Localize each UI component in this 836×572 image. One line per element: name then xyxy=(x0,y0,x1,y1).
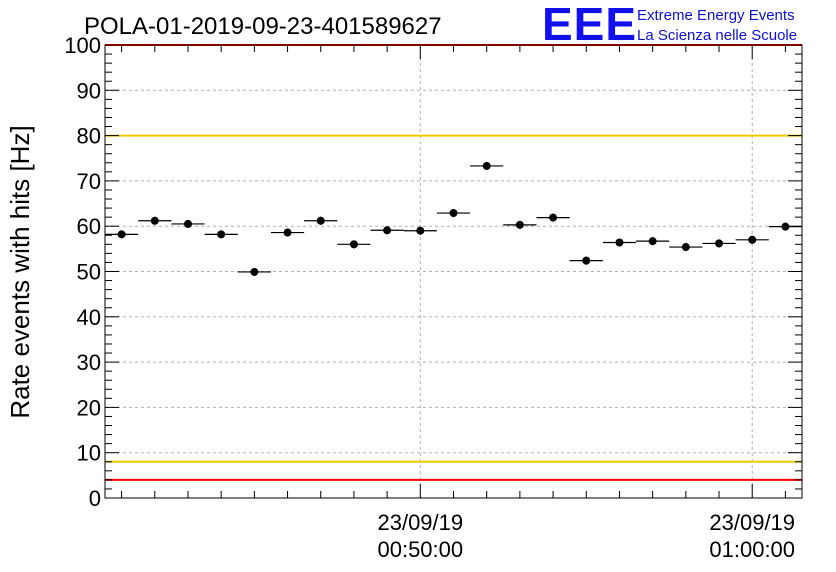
data-point xyxy=(337,240,371,249)
data-point xyxy=(636,237,670,246)
y-tick-label: 100 xyxy=(64,33,101,58)
data-point xyxy=(370,226,404,235)
axes: 010203040506070809010023/09/1900:50:0023… xyxy=(64,33,803,562)
data-point xyxy=(602,238,637,247)
eee-logo: EEE Extreme Energy Events La Scienza nel… xyxy=(542,0,797,50)
point-marker xyxy=(117,230,126,239)
data-point xyxy=(171,219,205,228)
data-point xyxy=(536,213,570,222)
point-marker xyxy=(416,226,425,235)
data-point xyxy=(105,230,139,239)
logo-line-1: Extreme Energy Events xyxy=(637,7,795,24)
point-marker xyxy=(316,216,325,225)
y-tick-label: 10 xyxy=(77,441,101,466)
y-tick-label: 20 xyxy=(77,395,101,420)
point-marker xyxy=(715,239,724,248)
y-tick-label: 60 xyxy=(77,214,101,239)
point-marker xyxy=(150,216,159,225)
point-marker xyxy=(648,237,657,246)
data-point xyxy=(669,243,703,252)
y-tick-label: 50 xyxy=(77,260,101,285)
data-points xyxy=(105,161,802,276)
point-marker xyxy=(250,267,259,276)
grid xyxy=(105,45,802,498)
x-tick-label-time: 00:50:00 xyxy=(377,537,463,562)
point-marker xyxy=(549,213,558,222)
point-marker xyxy=(217,230,226,239)
data-point xyxy=(735,235,769,244)
x-tick-label-date: 23/09/19 xyxy=(377,510,463,535)
point-marker xyxy=(183,219,192,228)
point-marker xyxy=(781,222,790,231)
x-tick-label-date: 23/09/19 xyxy=(709,510,795,535)
data-point xyxy=(403,226,437,235)
data-point xyxy=(204,230,238,239)
point-marker xyxy=(582,256,591,265)
data-point xyxy=(138,216,172,225)
point-marker xyxy=(681,243,690,252)
point-marker xyxy=(748,235,757,244)
data-point xyxy=(569,256,603,265)
y-tick-label: 30 xyxy=(77,350,101,375)
y-tick-label: 80 xyxy=(77,124,101,149)
y-tick-label: 90 xyxy=(77,78,101,103)
data-point xyxy=(436,209,471,218)
x-tick-label-time: 01:00:00 xyxy=(709,537,795,562)
point-marker xyxy=(482,161,491,170)
data-point xyxy=(470,161,504,170)
point-marker xyxy=(449,209,458,218)
data-point xyxy=(237,267,271,276)
point-marker xyxy=(283,228,292,237)
y-tick-label: 70 xyxy=(77,169,101,194)
logo-line-2: La Scienza nelle Scuole xyxy=(637,27,797,44)
point-marker xyxy=(615,238,624,247)
data-point xyxy=(702,239,736,248)
data-point xyxy=(768,222,802,231)
data-point xyxy=(503,220,537,229)
data-point xyxy=(304,216,338,225)
reference-lines xyxy=(105,44,802,481)
y-tick-label: 40 xyxy=(77,305,101,330)
point-marker xyxy=(383,226,392,235)
point-marker xyxy=(515,220,524,229)
y-tick-label: 0 xyxy=(89,486,101,511)
logo-mark: EEE xyxy=(542,0,637,50)
chart-title: POLA-01-2019-09-23-401589627 xyxy=(84,13,442,40)
data-point xyxy=(270,228,305,237)
y-axis-label: Rate events with hits [Hz] xyxy=(5,125,35,418)
point-marker xyxy=(349,240,358,249)
